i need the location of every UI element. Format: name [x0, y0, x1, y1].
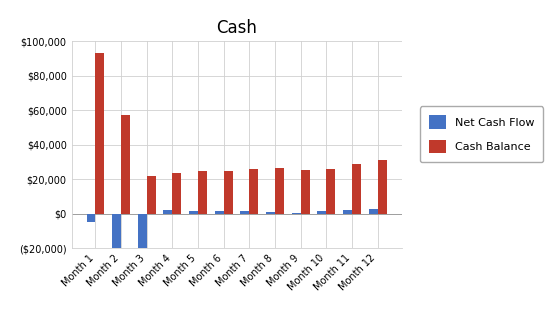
Bar	[317, 211, 326, 214]
Bar	[240, 211, 249, 214]
Bar	[172, 173, 182, 214]
Bar	[377, 160, 387, 214]
Bar	[214, 211, 224, 214]
Bar	[138, 214, 147, 265]
Bar	[96, 53, 104, 214]
Bar	[275, 168, 284, 214]
Bar	[224, 170, 233, 214]
Bar	[112, 214, 121, 274]
Legend: Net Cash Flow, Cash Balance: Net Cash Flow, Cash Balance	[420, 106, 543, 162]
Bar	[189, 211, 198, 214]
Bar	[86, 214, 96, 222]
Bar	[198, 171, 207, 214]
Bar	[301, 170, 310, 214]
Bar	[352, 164, 361, 214]
Bar	[147, 176, 156, 214]
Bar	[249, 169, 258, 214]
Bar	[163, 210, 172, 214]
Bar	[368, 209, 377, 214]
Bar	[292, 213, 301, 214]
Bar	[326, 169, 335, 214]
Bar	[266, 212, 275, 214]
Title: Cash: Cash	[216, 19, 257, 37]
Bar	[343, 210, 352, 214]
Bar	[121, 115, 130, 214]
